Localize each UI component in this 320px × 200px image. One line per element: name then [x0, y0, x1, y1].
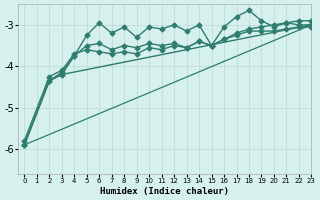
X-axis label: Humidex (Indice chaleur): Humidex (Indice chaleur) — [100, 187, 229, 196]
